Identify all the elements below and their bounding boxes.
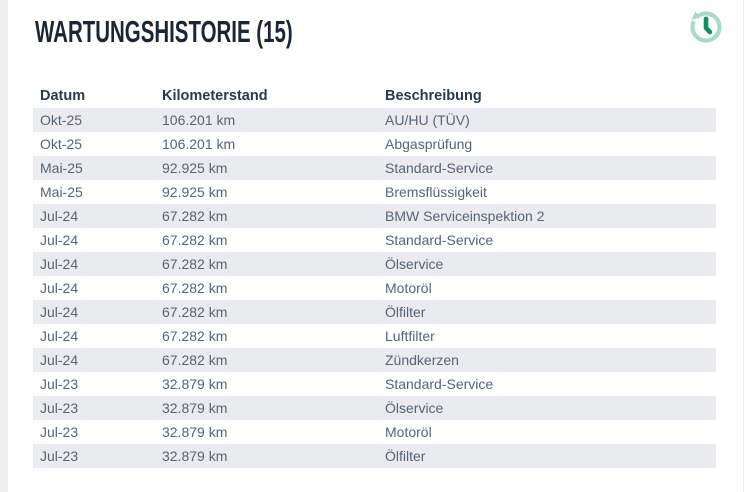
cell-kilometerstand: 92.925 km — [162, 160, 228, 176]
cell-kilometerstand: 67.282 km — [162, 304, 228, 320]
cell-beschreibung: Bremsflüssigkeit — [385, 184, 487, 200]
table-row: Jul-24 67.282 km Ölfilter — [33, 300, 716, 324]
cell-datum: Jul-24 — [40, 328, 79, 344]
cell-kilometerstand: 67.282 km — [162, 232, 228, 248]
table-row: Jul-23 32.879 km Motoröl — [33, 420, 716, 444]
cell-beschreibung: Abgasprüfung — [385, 136, 473, 152]
table-row: Jul-24 67.282 km Motoröl — [33, 276, 716, 300]
cell-kilometerstand: 67.282 km — [162, 280, 228, 296]
cell-beschreibung: Ölservice — [385, 256, 444, 272]
cell-datum: Jul-23 — [40, 400, 79, 416]
cell-datum: Jul-24 — [40, 232, 79, 248]
cell-kilometerstand: 32.879 km — [162, 424, 228, 440]
cell-datum: Mai-25 — [40, 160, 83, 176]
cell-beschreibung: Ölservice — [385, 400, 444, 416]
table-row: Okt-25 106.201 km Abgasprüfung — [33, 132, 716, 156]
page-background-strip — [0, 0, 8, 492]
cell-beschreibung: Motoröl — [385, 424, 432, 440]
table-row: Jul-24 67.282 km Ölservice — [33, 252, 716, 276]
table-row: Mai-25 92.925 km Bremsflüssigkeit — [33, 180, 716, 204]
cell-datum: Jul-24 — [40, 280, 79, 296]
maintenance-table: Datum Kilometerstand Beschreibung Okt-25… — [33, 85, 716, 468]
cell-datum: Jul-24 — [40, 352, 79, 368]
cell-kilometerstand: 67.282 km — [162, 256, 228, 272]
cell-kilometerstand: 92.925 km — [162, 184, 228, 200]
cell-datum: Okt-25 — [40, 112, 83, 128]
cell-kilometerstand: 32.879 km — [162, 448, 228, 464]
cell-beschreibung: Ölfilter — [385, 448, 426, 464]
cell-datum: Jul-23 — [40, 448, 79, 464]
cell-kilometerstand: 32.879 km — [162, 376, 228, 392]
cell-kilometerstand: 106.201 km — [162, 112, 236, 128]
cell-kilometerstand: 32.879 km — [162, 400, 228, 416]
column-header-beschreibung: Beschreibung — [385, 87, 482, 104]
cell-datum: Okt-25 — [40, 136, 83, 152]
cell-beschreibung: Luftfilter — [385, 328, 435, 344]
cell-beschreibung: Ölfilter — [385, 304, 426, 320]
cell-beschreibung: Zündkerzen — [385, 352, 459, 368]
cell-beschreibung: Standard-Service — [385, 232, 494, 248]
cell-beschreibung: Standard-Service — [385, 376, 494, 392]
cell-datum: Jul-23 — [40, 424, 79, 440]
cell-datum: Jul-23 — [40, 376, 79, 392]
table-row: Jul-24 67.282 km Zündkerzen — [33, 348, 716, 372]
cell-kilometerstand: 67.282 km — [162, 328, 228, 344]
cell-kilometerstand: 67.282 km — [162, 208, 228, 224]
table-row: Jul-23 32.879 km Standard-Service — [33, 372, 716, 396]
cell-beschreibung: Motoröl — [385, 280, 432, 296]
table-row: Okt-25 106.201 km AU/HU (TÜV) — [33, 108, 716, 132]
page-title: WARTUNGSHISTORIE (15) — [35, 14, 293, 49]
cell-beschreibung: AU/HU (TÜV) — [385, 112, 470, 128]
table-row: Jul-24 67.282 km BMW Serviceinspektion 2 — [33, 204, 716, 228]
table-header: Datum Kilometerstand Beschreibung — [33, 85, 716, 108]
cell-beschreibung: Standard-Service — [385, 160, 494, 176]
column-header-datum: Datum — [40, 87, 86, 104]
table-row: Jul-24 67.282 km Luftfilter — [33, 324, 716, 348]
cell-datum: Jul-24 — [40, 304, 79, 320]
cell-kilometerstand: 67.282 km — [162, 352, 228, 368]
table-row: Jul-23 32.879 km Ölservice — [33, 396, 716, 420]
table-row: Jul-23 32.879 km Ölfilter — [33, 444, 716, 468]
cell-beschreibung: BMW Serviceinspektion 2 — [385, 208, 545, 224]
cell-datum: Jul-24 — [40, 256, 79, 272]
cell-datum: Mai-25 — [40, 184, 83, 200]
history-icon — [688, 9, 724, 45]
cell-kilometerstand: 106.201 km — [162, 136, 236, 152]
maintenance-history-card: WARTUNGSHISTORIE (15) Datum Kilometersta… — [8, 0, 744, 492]
table-row: Mai-25 92.925 km Standard-Service — [33, 156, 716, 180]
cell-datum: Jul-24 — [40, 208, 79, 224]
table-row: Jul-24 67.282 km Standard-Service — [33, 228, 716, 252]
table-body: Okt-25 106.201 km AU/HU (TÜV) Okt-25 106… — [33, 108, 716, 468]
column-header-kilometerstand: Kilometerstand — [162, 87, 268, 104]
